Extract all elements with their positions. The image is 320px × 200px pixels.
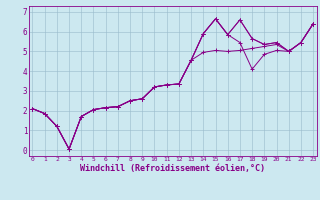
X-axis label: Windchill (Refroidissement éolien,°C): Windchill (Refroidissement éolien,°C): [80, 164, 265, 173]
